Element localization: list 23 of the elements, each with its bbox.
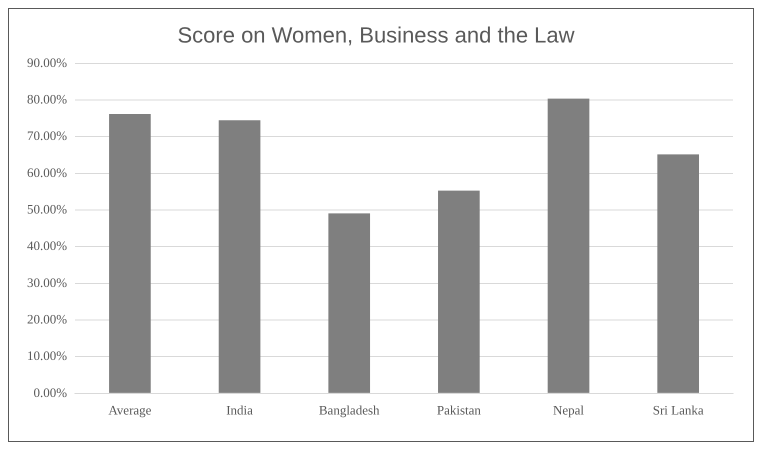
bar — [657, 154, 700, 393]
x-tick-label: Sri Lanka — [652, 402, 704, 418]
x-tick-label: Bangladesh — [318, 402, 380, 418]
y-tick-label: 20.00% — [26, 311, 68, 326]
y-tick-label: 30.00% — [26, 274, 68, 290]
bar — [328, 213, 370, 393]
x-tick-label: Nepal — [552, 402, 584, 418]
bar — [218, 120, 260, 393]
y-tick-label: 60.00% — [26, 164, 68, 180]
y-tick-label: 50.00% — [26, 201, 68, 216]
y-tick-label: 40.00% — [26, 238, 68, 254]
y-tick-label: 70.00% — [26, 128, 68, 144]
bar — [109, 114, 151, 393]
y-tick-label: 0.00% — [33, 384, 68, 400]
x-tick-label: Pakistan — [436, 402, 482, 418]
y-tick-label: 10.00% — [26, 348, 68, 364]
bar — [438, 190, 480, 393]
x-tick-label: India — [226, 402, 254, 418]
bar — [548, 98, 590, 393]
y-tick-label: 90.00% — [26, 54, 68, 70]
y-tick-label: 80.00% — [26, 91, 68, 106]
x-tick-label: Average — [108, 402, 152, 418]
chart-title: Score on Women, Business and the Law — [177, 22, 575, 48]
